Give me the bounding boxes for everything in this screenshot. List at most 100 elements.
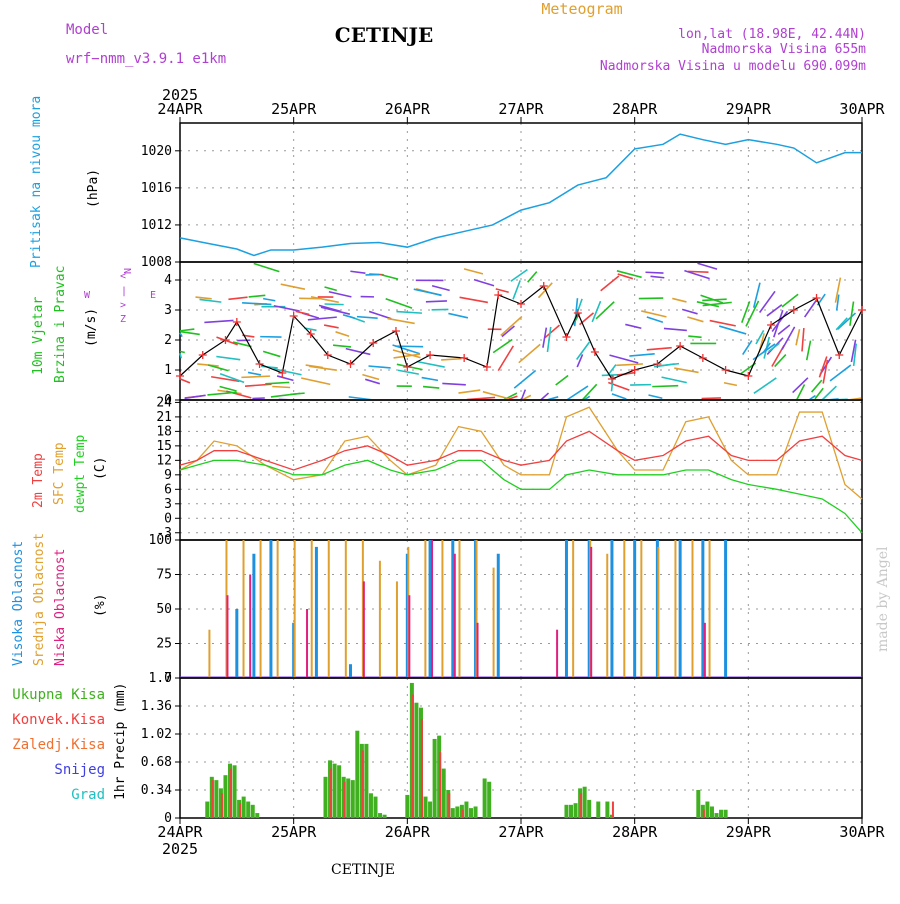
y-tick-label: 0 xyxy=(164,511,172,526)
precip-conv-bar xyxy=(703,810,705,818)
wind-arrow xyxy=(802,328,804,351)
precip-total-bar xyxy=(383,815,387,818)
x-tick-label: 25APR xyxy=(271,823,317,841)
wind-arrow xyxy=(432,286,450,291)
wind-arrow xyxy=(805,299,817,317)
precip-total-bar xyxy=(405,795,409,818)
y-tick-label: 3 xyxy=(164,497,172,512)
wind-arrow xyxy=(822,386,836,400)
precip-conv-bar xyxy=(330,769,332,818)
wind-speed-line xyxy=(180,286,862,379)
wind-arrow xyxy=(263,351,280,356)
y-tick-label: 1008 xyxy=(141,255,172,270)
precip-total-bar xyxy=(724,810,728,818)
wind-arrow xyxy=(775,355,786,367)
page-title: CETINJE xyxy=(335,23,433,47)
precip-total-bar xyxy=(255,813,259,818)
wind-speed-marker xyxy=(722,366,730,374)
precip-conv-bar xyxy=(448,793,450,818)
wind-arrow xyxy=(662,377,687,382)
wind-arrow xyxy=(807,341,811,361)
wind-arrow xyxy=(277,376,293,380)
precip-conv-bar xyxy=(230,769,232,818)
y-tick-label: 6 xyxy=(164,482,172,497)
dewpt-title: dewpt Temp xyxy=(73,435,88,513)
wind-arrow xyxy=(252,398,264,399)
y-tick-label: 3 xyxy=(164,303,172,318)
y-tick-label: 25 xyxy=(156,637,172,652)
wind-arrow xyxy=(350,271,365,273)
wind-speed-marker xyxy=(744,372,752,380)
precip-total-bar xyxy=(214,780,218,818)
wind-arrow xyxy=(612,394,626,399)
precip-total-bar xyxy=(205,802,209,818)
precip-total-bar xyxy=(337,765,341,818)
precip-total-bar xyxy=(455,806,459,818)
meteogram-label: Meteogram xyxy=(541,0,622,18)
wind-arrow xyxy=(616,364,643,365)
y-tick-label: 24 xyxy=(156,395,172,410)
wind-arrow xyxy=(321,307,350,314)
wind-arrow xyxy=(265,382,289,383)
wind-arrow xyxy=(793,378,808,393)
precip-conv-bar xyxy=(421,719,423,818)
precip-conv-bar xyxy=(439,752,441,818)
wind-arrow xyxy=(204,320,233,322)
wind-arrow xyxy=(778,325,790,334)
wind-speed-marker xyxy=(813,294,821,302)
wind-speed-marker xyxy=(858,306,866,314)
wind-arrow xyxy=(426,301,447,302)
footer-city: CETINJE xyxy=(331,862,395,878)
y-tick-label: 1012 xyxy=(141,218,172,233)
precip-total-bar xyxy=(574,803,578,818)
compass-s: Z xyxy=(120,314,126,325)
wind-arrow xyxy=(646,272,664,273)
wind-arrow xyxy=(301,378,330,384)
wind-arrow xyxy=(651,276,665,277)
wind-arrow xyxy=(343,315,355,318)
altitude-label: Nadmorska Visina 655m xyxy=(702,42,867,57)
wind-arrow xyxy=(528,272,537,283)
wind-arrow xyxy=(290,393,304,394)
wind-arrow xyxy=(498,346,513,371)
wind-speed-marker xyxy=(426,351,434,359)
wind-arrow xyxy=(263,299,275,301)
wind-arrow xyxy=(474,280,494,286)
wind-arrow xyxy=(547,327,550,352)
pressure-title: Pritisak na nivou mora xyxy=(29,96,44,268)
wind-arrow xyxy=(180,329,194,331)
precip-total-bar xyxy=(223,775,227,818)
precip-total-bar xyxy=(464,802,468,818)
precip-total-bar xyxy=(710,806,714,818)
wind-arrow xyxy=(336,332,350,336)
wind-arrow xyxy=(325,287,337,290)
wind-arrow xyxy=(458,390,480,393)
wind-arrow xyxy=(441,359,461,360)
wind-arrow xyxy=(324,325,339,328)
panel-frame xyxy=(180,678,862,818)
wind-arrow xyxy=(796,329,799,345)
precip-total-bar xyxy=(369,793,373,818)
wind-arrow xyxy=(333,345,351,347)
wind-arrow xyxy=(629,354,654,356)
wind-speed-marker xyxy=(392,327,400,335)
panel-frame xyxy=(180,400,862,540)
precip-total-bar xyxy=(596,802,600,818)
y-tick-label: 1.36 xyxy=(141,699,172,714)
x-tick-label: 30APR xyxy=(839,823,885,841)
y-tick-label: 1.7 xyxy=(149,671,172,686)
wind-arrow xyxy=(647,348,672,350)
wind-arrow xyxy=(228,297,247,299)
compass-down: > xyxy=(120,300,126,311)
wind-arrow xyxy=(460,297,488,302)
y-tick-label: 1.02 xyxy=(141,727,172,742)
wind-arrow xyxy=(241,376,270,377)
wind-arrow xyxy=(719,326,746,334)
wind-arrow xyxy=(242,303,271,305)
wind-arrow xyxy=(556,376,568,385)
x-tick-label: 25APR xyxy=(271,100,317,118)
